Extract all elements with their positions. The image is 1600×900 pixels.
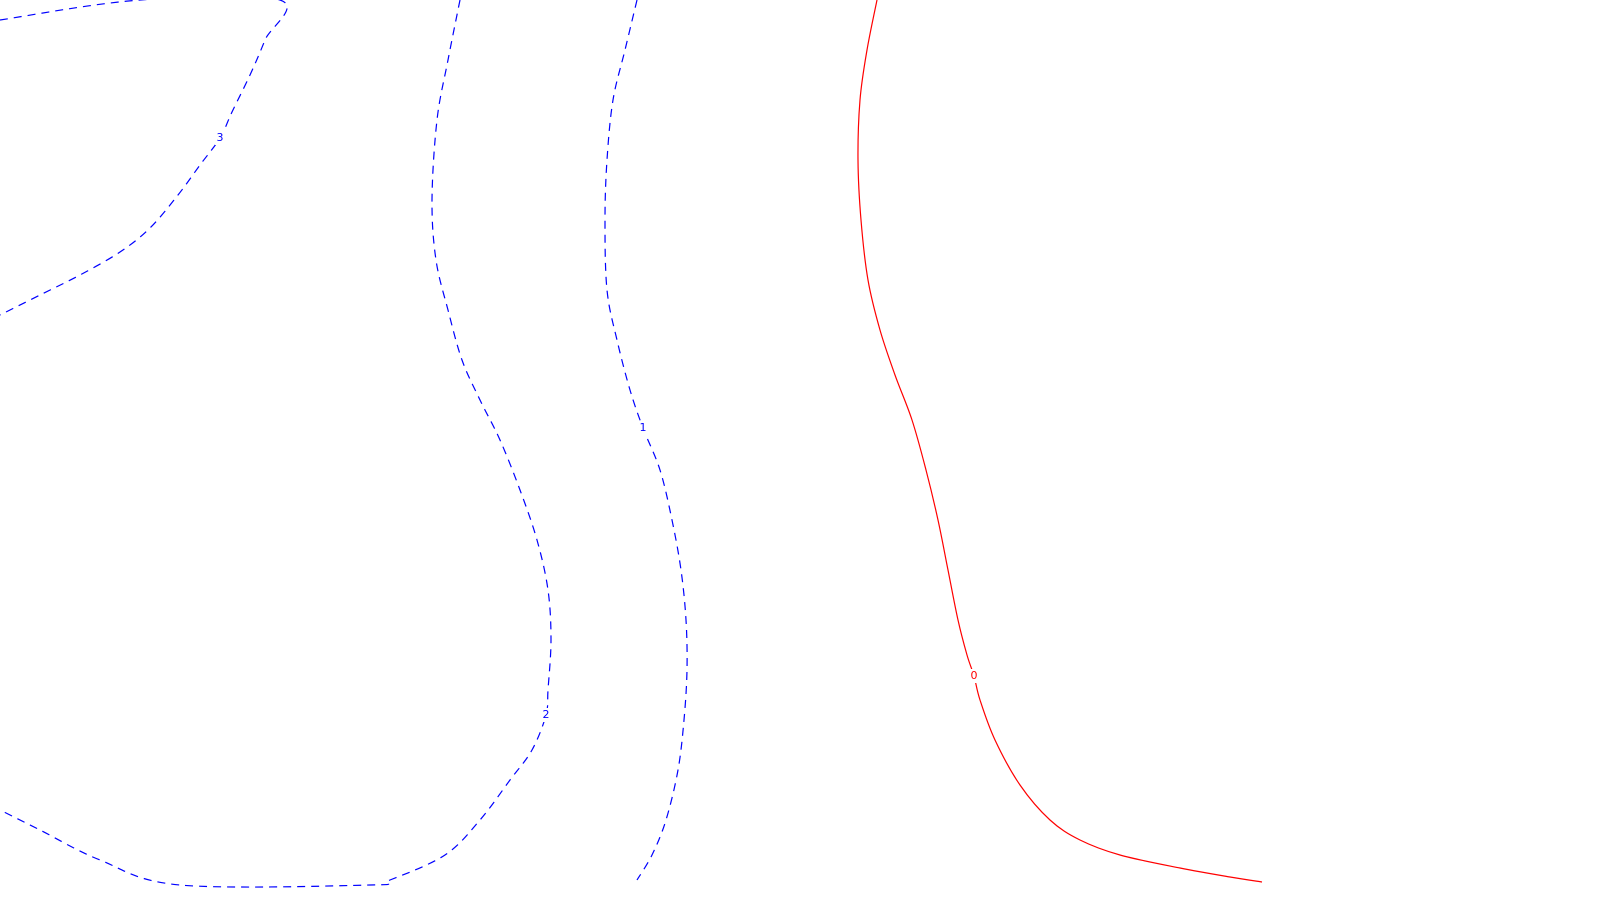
contour-line-1 (604, 0, 688, 881)
contour-label-3: 3 (217, 131, 224, 144)
contour-line-2 (0, 0, 552, 888)
contour-label-1: 1 (640, 421, 647, 434)
contour-line-0 (857, 0, 1263, 883)
contour-label-2: 2 (543, 708, 550, 721)
contour-labels: 3 2 1 0 (215, 131, 979, 722)
contour-label-bg-2 (541, 708, 551, 722)
contour-line-3 (0, 0, 288, 316)
contour-label-0: 0 (971, 669, 978, 682)
contour-label-bg-1 (638, 421, 648, 435)
contour-lines (0, 0, 1263, 888)
contour-label-bg-0 (969, 669, 979, 683)
contour-label-bg-3 (215, 131, 225, 145)
